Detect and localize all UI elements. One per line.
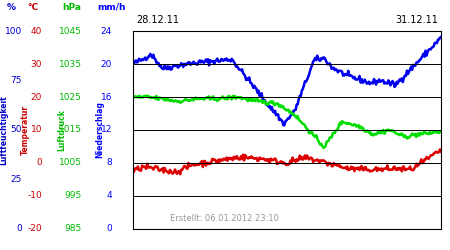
Text: 0: 0: [106, 224, 112, 233]
Text: 1005: 1005: [59, 158, 82, 168]
Text: Erstellt: 06.01.2012 23:10: Erstellt: 06.01.2012 23:10: [170, 214, 279, 223]
Text: 28.12.11: 28.12.11: [136, 15, 179, 25]
Text: 100: 100: [5, 27, 22, 36]
Text: 0: 0: [16, 224, 22, 233]
Text: 995: 995: [65, 191, 82, 200]
Text: Niederschlag: Niederschlag: [95, 102, 104, 158]
Text: %: %: [7, 3, 16, 12]
Text: 12: 12: [101, 126, 112, 134]
Text: 1045: 1045: [59, 27, 82, 36]
Text: 50: 50: [10, 126, 22, 134]
Text: 40: 40: [31, 27, 42, 36]
Text: 16: 16: [100, 92, 112, 102]
Text: 1015: 1015: [59, 126, 82, 134]
Text: 30: 30: [31, 60, 42, 69]
Text: °C: °C: [27, 3, 38, 12]
Text: 75: 75: [10, 76, 22, 85]
Text: Luftdruck: Luftdruck: [58, 109, 67, 151]
Text: 4: 4: [106, 191, 112, 200]
Text: 10: 10: [31, 126, 42, 134]
Text: mm/h: mm/h: [97, 3, 126, 12]
Text: 24: 24: [101, 27, 112, 36]
Text: 25: 25: [11, 175, 22, 184]
Text: 8: 8: [106, 158, 112, 168]
Text: -20: -20: [27, 224, 42, 233]
Text: Luftfeuchtigkeit: Luftfeuchtigkeit: [0, 95, 9, 165]
Text: 31.12.11: 31.12.11: [395, 15, 438, 25]
Text: 1025: 1025: [59, 92, 82, 102]
Text: -10: -10: [27, 191, 42, 200]
Text: 20: 20: [101, 60, 112, 69]
Text: 985: 985: [65, 224, 82, 233]
Text: 20: 20: [31, 92, 42, 102]
Text: hPa: hPa: [62, 3, 81, 12]
Text: Temperatur: Temperatur: [21, 105, 30, 155]
Text: 1035: 1035: [59, 60, 82, 69]
Text: 0: 0: [36, 158, 42, 168]
